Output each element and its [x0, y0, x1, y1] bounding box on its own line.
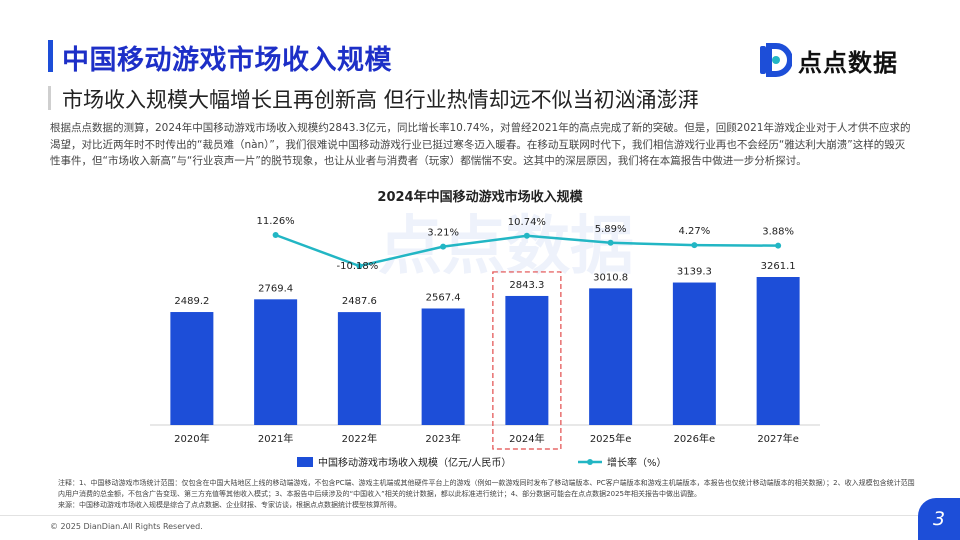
bar-value-label: 2843.3 [509, 280, 544, 291]
revenue-bar [505, 295, 549, 425]
growth-rate-label: 3.88% [762, 227, 794, 238]
bar-value-label: 2567.4 [426, 292, 461, 303]
chart-notes: 注释：1、中国移动游戏市场统计范围：仅包含在中国大陆地区上线的移动端游戏，不包含… [58, 478, 918, 511]
x-tick-label: 2023年 [425, 432, 460, 445]
revenue-bar [672, 282, 716, 425]
growth-rate-label: 4.27% [678, 226, 710, 237]
revenue-bar [337, 312, 381, 425]
title-accent-bar [48, 40, 53, 72]
growth-rate-point [440, 243, 447, 250]
x-tick-label: 2026年e [674, 432, 716, 445]
x-tick-label: 2027年e [757, 432, 799, 445]
growth-rate-point [775, 242, 782, 249]
x-tick-label: 2025年e [590, 432, 632, 445]
bar-value-label: 3261.1 [761, 261, 796, 272]
revenue-bar [756, 277, 800, 425]
bar-value-label: 3139.3 [677, 267, 712, 278]
brand-name: 点点数据 [798, 48, 898, 77]
growth-rate-label: 10.74% [508, 217, 546, 228]
revenue-bar [170, 312, 214, 425]
x-tick-label: 2021年 [258, 432, 293, 445]
growth-rate-point [523, 232, 530, 239]
x-tick-label: 2020年 [174, 432, 209, 445]
x-tick-label: 2022年 [342, 432, 377, 445]
growth-rate-point [356, 263, 363, 269]
bar-value-label: 3010.8 [593, 272, 628, 283]
legend-line-label: 增长率（%） [607, 456, 667, 469]
brand-logo: 点点数据 [758, 42, 898, 78]
page-title: 中国移动游戏市场收入规模 [62, 45, 392, 76]
bar-value-label: 2489.2 [174, 296, 209, 307]
description-paragraph: 根据点点数据的测算，2024年中国移动游戏市场收入规模约2843.3亿元，同比增… [50, 122, 911, 167]
footer-divider [0, 515, 918, 516]
diandian-logo-icon [760, 43, 792, 77]
bar-value-label: 2769.4 [258, 283, 293, 294]
source-text: 来源：中国移动游戏市场收入规模是综合了点点数据、企业财报、专家访谈，根据点点数据… [58, 501, 401, 509]
revenue-bar [589, 288, 633, 425]
page-subtitle: 市场收入规模大幅增长且再创新高 但行业热情却远不似当初汹涌澎湃 [62, 88, 699, 112]
copyright-text: © 2025 DianDian.All Rights Reserved. [50, 522, 203, 531]
growth-rate-label: 3.21% [427, 228, 459, 239]
growth-rate-label: 11.26% [257, 216, 295, 227]
notes-text: 注释：1、中国移动游戏市场统计范围：仅包含在中国大陆地区上线的移动端游戏，不包含… [58, 479, 915, 498]
growth-rate-point [691, 242, 698, 249]
revenue-bar [421, 308, 465, 425]
bar-value-label: 2487.6 [342, 296, 377, 307]
growth-rate-label: -10.18% [337, 261, 379, 272]
x-tick-label: 2024年 [509, 432, 544, 445]
growth-rate-point [607, 239, 614, 246]
watermark-text: 点点数据 [378, 210, 634, 284]
revenue-bar [254, 299, 298, 425]
legend-bar-label: 中国移动游戏市场收入规模（亿元/人民币） [318, 456, 511, 469]
growth-rate-point [272, 232, 279, 238]
growth-rate-label: 5.89% [595, 224, 627, 235]
legend-line-marker [587, 459, 593, 465]
subtitle-accent-bar [48, 86, 51, 110]
highlight-box-2024 [492, 271, 562, 450]
chart-title: 2024年中国移动游戏市场收入规模 [377, 189, 583, 205]
page-number-badge: 3 [918, 498, 960, 540]
legend-bar-swatch [297, 457, 313, 467]
